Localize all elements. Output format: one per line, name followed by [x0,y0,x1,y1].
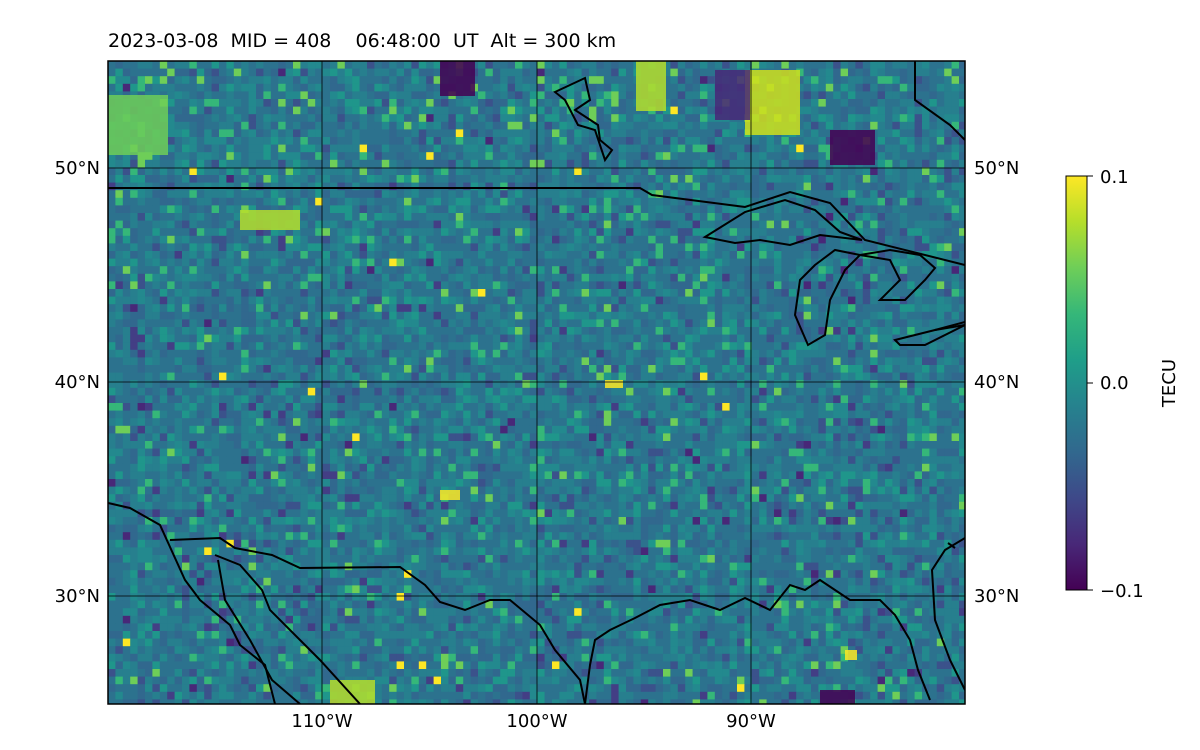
florida [947,542,956,549]
lon-label-90: 90°W [726,711,776,732]
colorbar-bar [1065,175,1088,591]
lake-erie [893,324,965,346]
lon-label-100: 100°W [506,711,567,732]
northern-coast [553,76,614,163]
northeast-coast [914,61,965,141]
lat-labels-right: 30°N 40°N 50°N [974,158,1019,607]
baja-gulf [217,559,301,704]
lake-ontario [934,321,965,331]
east-coast [930,537,965,691]
us-canada-border [108,187,965,266]
pacific-coast [108,502,276,704]
lat-label-40-right: 40°N [974,372,1019,393]
lat-label-50-right: 50°N [974,158,1019,179]
colorbar-label-max: 0.1 [1100,167,1129,188]
baja-peninsula [214,554,361,704]
colorbar: 0.1 0.0 −0.1 TECU [1065,167,1180,602]
lake-superior [702,198,863,247]
lake-michigan [793,248,863,347]
lat-label-50-left: 50°N [55,158,100,179]
lat-label-30-right: 30°N [974,586,1019,607]
lon-label-110: 110°W [291,711,352,732]
lat-label-30-left: 30°N [55,586,100,607]
map-frame [107,60,966,705]
map-title: 2023-03-08 MID = 408 06:48:00 UT Alt = 3… [108,30,617,52]
lat-label-40-left: 40°N [55,372,100,393]
colorbar-title: TECU [1159,359,1180,408]
lake-huron [859,248,937,301]
gridlines [108,61,965,704]
colorbar-label-min: −0.1 [1100,581,1144,602]
tec-map-panel [107,60,966,705]
lat-labels-left: 30°N 40°N 50°N [55,158,100,607]
tec-cells [108,61,965,704]
us-mexico-border [169,536,586,704]
colorbar-label-zero: 0.0 [1100,373,1129,394]
gulf-coast [584,578,931,704]
coastlines [108,61,965,704]
lon-labels: 110°W 100°W 90°W [291,711,776,732]
